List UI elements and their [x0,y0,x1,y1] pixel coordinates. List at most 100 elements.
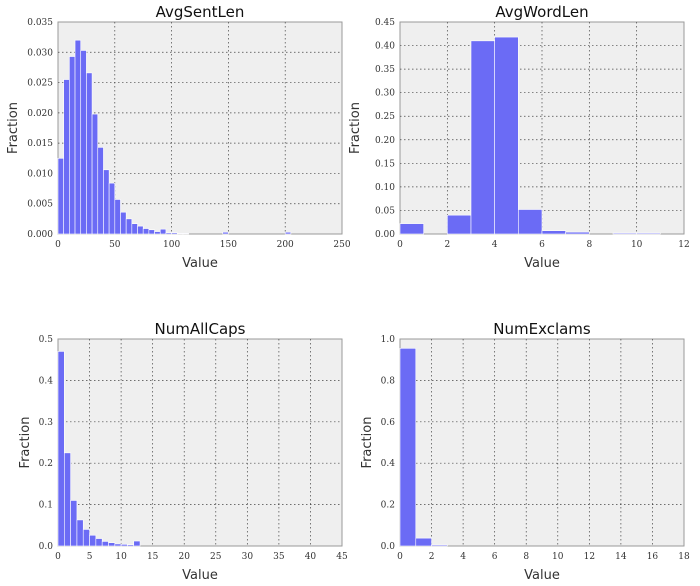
y-tick-label: 0.25 [375,112,395,122]
x-axis-label: Value [182,256,218,271]
histogram-bar [74,39,82,235]
y-tick-label: 0.00 [375,230,395,240]
y-tick-label: 0.010 [27,169,53,179]
histogram-bar [125,218,133,235]
y-axis-label: Fraction [348,102,363,154]
histogram-bar [108,182,116,235]
histogram-bar [114,199,121,235]
x-tick-label: 35 [273,552,285,562]
histogram-bar [89,534,97,547]
y-tick-label: 0.4 [39,376,54,386]
histogram-panel-avgsentlen: 0 50 100 150 200 250 0.000 0.005 0.010 0.015 0.020… [6,3,351,271]
histogram-bar [97,147,104,235]
histogram-bar [137,225,144,235]
x-tick-label: 10 [631,240,643,250]
x-tick-label: 18 [678,552,690,562]
histogram-bar [159,228,167,235]
histogram-bar [64,452,71,547]
histogram-bar [69,56,76,235]
x-axis-label: Value [524,256,560,271]
histogram-bar [76,519,84,547]
x-tick-label: 15 [147,552,159,562]
x-tick-label: 50 [109,240,121,250]
histogram-bar [120,211,127,235]
y-tick-label: 0.1 [39,501,53,511]
histogram-bar [182,233,189,235]
x-tick-label: 4 [492,240,498,250]
y-tick-label: 0.15 [375,159,395,169]
histogram-bar [636,232,661,235]
histogram-panel-avgwordlen: 0 2 4 6 8 10 12 0.00 0.05 0.10 0.15 0.20 0.25 0.30 0.3… [348,3,690,271]
x-tick-label: 14 [615,552,627,562]
plot-area [57,338,343,547]
y-axis-label: Fraction [360,417,375,469]
histogram-bar [565,231,590,235]
y-tick-label: 0.2 [381,501,395,511]
y-tick-label: 0.0 [381,542,396,552]
y-tick-label: 0.30 [375,89,395,99]
histogram-bar [80,50,87,235]
chart-title: AvgSentLen [156,3,245,21]
histogram-bar [108,542,116,547]
y-tick-label: 0.10 [375,183,395,193]
y-tick-label: 0.035 [27,18,53,28]
histogram-bar [133,540,141,547]
x-tick-label: 2 [444,240,450,250]
y-tick-label: 0.6 [381,418,396,428]
histogram-bar [431,544,448,547]
x-tick-label: 8 [586,240,592,250]
x-tick-label: 100 [163,240,180,250]
x-tick-label: 0 [397,552,403,562]
x-tick-label: 200 [277,240,294,250]
histogram-bar [127,544,135,547]
y-tick-label: 0.2 [39,459,53,469]
histogram-bar [142,228,150,235]
histogram-bar [447,214,472,235]
x-tick-label: 40 [305,552,317,562]
x-tick-label: 12 [584,552,595,562]
y-tick-label: 0.35 [375,65,395,75]
y-tick-label: 0.020 [27,109,53,119]
histogram-bar [86,72,93,235]
histogram-bar [612,232,637,235]
chart-title: AvgWordLen [495,3,588,21]
y-tick-label: 0.015 [27,139,53,149]
y-tick-label: 0.3 [39,418,54,428]
histogram-bar [57,351,65,547]
chart-title: NumExclams [493,320,591,338]
histogram-bar [494,36,519,235]
histogram-bar [284,231,292,235]
y-tick-label: 0.005 [27,200,53,210]
y-tick-label: 0.05 [375,206,395,216]
x-axis-label: Value [524,568,560,583]
y-tick-label: 0.40 [375,42,395,52]
plot-area [399,338,685,547]
histogram-bar [57,157,64,235]
x-tick-label: 12 [678,240,689,250]
x-tick-label: 25 [210,552,222,562]
chart-title: NumAllCaps [155,320,246,338]
y-tick-label: 0.0 [39,542,54,552]
histogram-panel-numallcaps: 0 5 10 15 20 25 30 35 40 45 0.0 0.1 0.2 0.3 0.4 0.5 NumA… [18,320,348,583]
histogram-bar [131,223,138,235]
x-tick-label: 10 [552,552,564,562]
histogram-bar [114,543,122,547]
y-tick-label: 0.000 [27,230,53,240]
x-tick-label: 250 [333,240,350,250]
histogram-bar [470,40,495,235]
x-tick-label: 0 [55,240,61,250]
histogram-bar [415,537,432,547]
histogram-bar [148,229,155,235]
histogram-bar [176,233,184,235]
histogram-bar [120,544,128,547]
y-tick-label: 0.45 [375,18,395,28]
x-tick-label: 4 [460,552,466,562]
histogram-bar [154,231,161,235]
x-tick-label: 20 [178,552,190,562]
histogram-bar [95,538,103,547]
y-tick-label: 1.0 [381,335,396,345]
x-axis-label: Value [182,568,218,583]
y-tick-label: 0.5 [39,335,54,345]
histogram-bar [399,348,417,547]
